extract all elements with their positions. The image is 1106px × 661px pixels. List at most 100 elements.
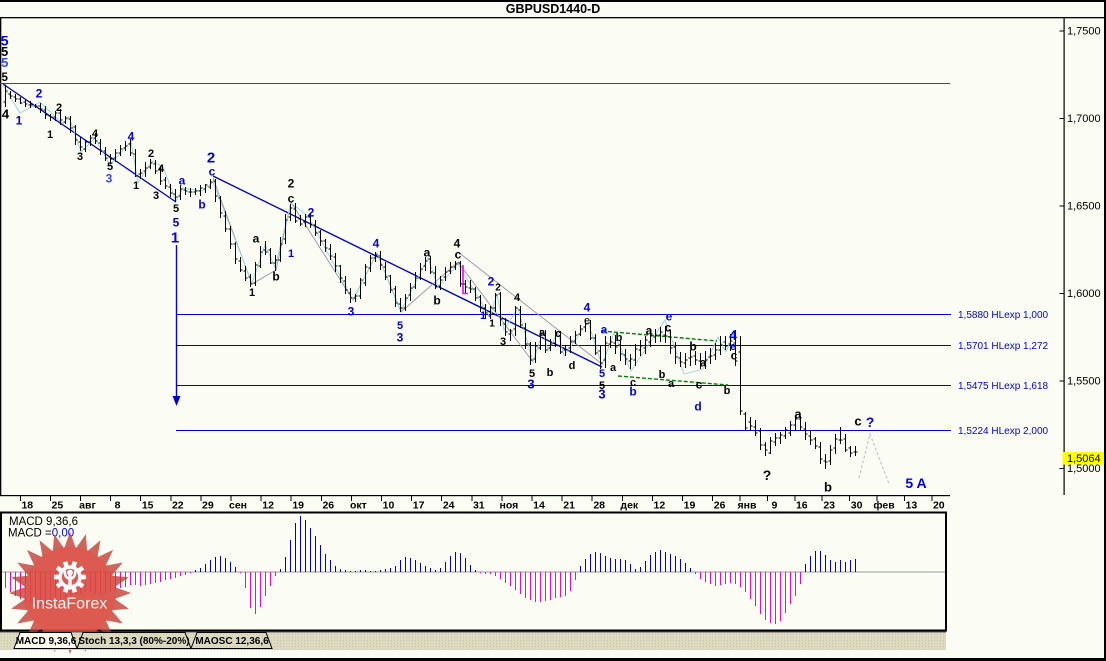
svg-text:a: a [601, 322, 608, 336]
svg-text:17: 17 [413, 500, 425, 512]
svg-text:12: 12 [262, 500, 274, 512]
svg-text:21: 21 [563, 500, 575, 512]
svg-text:1,5500: 1,5500 [1067, 376, 1101, 388]
svg-text:3: 3 [598, 387, 605, 402]
svg-text:c: c [630, 377, 636, 389]
svg-text:MAOSC 12,36,6: MAOSC 12,36,6 [195, 636, 269, 647]
svg-text:фев: фев [873, 500, 895, 512]
svg-text:1,5701 HLexp 1,272: 1,5701 HLexp 1,272 [958, 341, 1049, 352]
svg-text:2: 2 [488, 274, 495, 288]
svg-text:b: b [272, 269, 279, 283]
svg-text:5: 5 [529, 368, 535, 380]
svg-text:2: 2 [36, 86, 43, 100]
svg-text:24: 24 [443, 500, 455, 512]
svg-text:окт: окт [350, 500, 367, 512]
svg-text:4: 4 [729, 327, 737, 343]
svg-text:1,6500: 1,6500 [1067, 201, 1101, 213]
svg-text:b: b [616, 332, 623, 344]
svg-text:30: 30 [851, 500, 863, 512]
svg-text:c: c [555, 328, 561, 340]
svg-text:Stoch 13,3,3 (80%-20%): Stoch 13,3,3 (80%-20%) [78, 636, 189, 647]
svg-text:1: 1 [171, 229, 179, 246]
svg-text:c: c [665, 320, 672, 334]
svg-text:1,7000: 1,7000 [1067, 113, 1101, 125]
svg-text:5: 5 [1, 44, 8, 59]
svg-text:MACD 9,36,6: MACD 9,36,6 [9, 516, 78, 528]
svg-text:4: 4 [2, 107, 10, 122]
svg-text:b: b [659, 369, 666, 381]
svg-text:3: 3 [348, 304, 355, 318]
svg-text:b: b [198, 197, 205, 211]
svg-text:1: 1 [133, 180, 139, 192]
svg-text:5: 5 [397, 320, 403, 332]
svg-text:13: 13 [906, 500, 918, 512]
svg-text:1: 1 [249, 287, 255, 299]
svg-text:15: 15 [142, 500, 154, 512]
svg-text:18: 18 [21, 500, 33, 512]
svg-text:4: 4 [373, 236, 380, 250]
svg-text:5: 5 [1, 55, 8, 70]
svg-text:14: 14 [533, 500, 545, 512]
svg-text:b: b [433, 293, 440, 307]
svg-text:3: 3 [77, 151, 83, 163]
svg-text:1,5064: 1,5064 [1067, 453, 1101, 465]
svg-text:1: 1 [47, 129, 53, 141]
svg-text:23: 23 [823, 500, 835, 512]
svg-text:5: 5 [599, 368, 605, 380]
svg-text:1: 1 [489, 319, 495, 330]
svg-text:4: 4 [92, 128, 99, 140]
svg-text:янв: янв [738, 500, 757, 512]
svg-text:28: 28 [593, 500, 605, 512]
svg-text:GBPUSD1440-D: GBPUSD1440-D [506, 2, 600, 16]
svg-text:5: 5 [1, 72, 8, 84]
svg-text:c: c [288, 191, 295, 205]
svg-text:12: 12 [654, 500, 666, 512]
svg-text:c: c [696, 377, 703, 391]
svg-text:4: 4 [454, 236, 461, 250]
svg-text:22: 22 [172, 500, 184, 512]
svg-text:b: b [547, 367, 554, 379]
svg-text:1,7500: 1,7500 [1067, 26, 1101, 38]
svg-text:2: 2 [495, 283, 501, 294]
svg-text:сен: сен [229, 500, 247, 512]
svg-text:a: a [794, 407, 802, 422]
svg-text:c: c [854, 414, 861, 429]
svg-text:5: 5 [599, 380, 605, 392]
svg-text:1,5000: 1,5000 [1067, 463, 1101, 475]
svg-text:a: a [424, 245, 431, 259]
svg-text:MACD 9,36,6: MACD 9,36,6 [16, 636, 77, 647]
svg-text:2: 2 [56, 102, 62, 114]
svg-text:5 A: 5 A [905, 475, 926, 491]
svg-text:a: a [253, 231, 260, 245]
svg-text:дек: дек [620, 500, 639, 512]
svg-text:ноя: ноя [500, 500, 519, 512]
svg-text:d: d [694, 399, 701, 413]
svg-text:c: c [731, 348, 738, 362]
svg-text:1: 1 [288, 248, 294, 260]
svg-text:c: c [209, 164, 216, 178]
svg-text:?: ? [866, 414, 875, 430]
svg-text:5: 5 [173, 215, 180, 229]
svg-text:e: e [584, 315, 590, 327]
svg-text:25: 25 [52, 500, 64, 512]
svg-text:26: 26 [714, 500, 726, 512]
svg-text:4: 4 [158, 163, 165, 175]
svg-text:1: 1 [16, 113, 23, 127]
svg-text:20: 20 [933, 500, 945, 512]
svg-text:3: 3 [153, 190, 159, 202]
svg-text:b: b [724, 385, 731, 397]
svg-text:e: e [666, 309, 673, 323]
svg-text:5: 5 [173, 203, 179, 215]
svg-text:a: a [646, 323, 653, 337]
svg-text:b: b [629, 384, 636, 398]
svg-text:MACD =0,00: MACD =0,00 [8, 528, 74, 540]
svg-text:авг: авг [79, 500, 96, 512]
svg-text:c: c [455, 247, 462, 261]
svg-text:8: 8 [115, 500, 121, 512]
svg-text:26: 26 [322, 500, 334, 512]
svg-text:19: 19 [292, 500, 304, 512]
svg-text:1,5880 HLexp 1,000: 1,5880 HLexp 1,000 [958, 310, 1049, 321]
svg-text:a: a [179, 173, 186, 187]
svg-text:3: 3 [106, 171, 113, 185]
svg-text:2: 2 [207, 149, 215, 166]
